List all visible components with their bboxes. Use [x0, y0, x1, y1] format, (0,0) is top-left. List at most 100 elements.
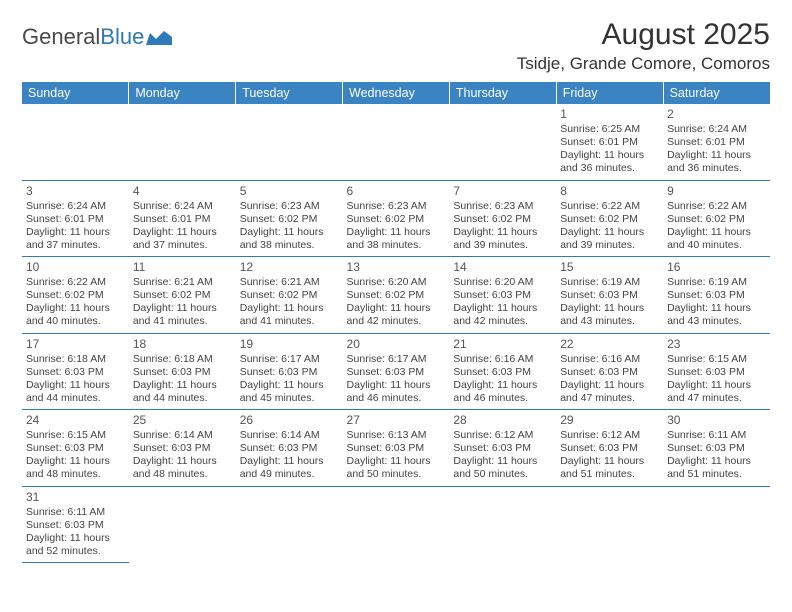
sunset-text: Sunset: 6:03 PM [240, 442, 339, 455]
day-number: 25 [133, 413, 232, 428]
daylight-text: Daylight: 11 hours [26, 379, 125, 392]
day-number: 13 [347, 260, 446, 275]
daylight-text: and 51 minutes. [560, 468, 659, 481]
sunset-text: Sunset: 6:01 PM [560, 136, 659, 149]
day-number: 22 [560, 337, 659, 352]
calendar-row: 31Sunrise: 6:11 AMSunset: 6:03 PMDayligh… [22, 486, 770, 563]
calendar-cell: 18Sunrise: 6:18 AMSunset: 6:03 PMDayligh… [129, 333, 236, 410]
sunrise-text: Sunrise: 6:14 AM [240, 429, 339, 442]
sunset-text: Sunset: 6:03 PM [347, 366, 446, 379]
daylight-text: and 44 minutes. [133, 392, 232, 405]
calendar-cell: 2Sunrise: 6:24 AMSunset: 6:01 PMDaylight… [663, 104, 770, 180]
sunset-text: Sunset: 6:02 PM [347, 289, 446, 302]
sunrise-text: Sunrise: 6:18 AM [133, 353, 232, 366]
daylight-text: and 52 minutes. [26, 545, 125, 558]
sunrise-text: Sunrise: 6:15 AM [667, 353, 766, 366]
daylight-text: and 45 minutes. [240, 392, 339, 405]
sunrise-text: Sunrise: 6:12 AM [453, 429, 552, 442]
daylight-text: and 48 minutes. [133, 468, 232, 481]
day-number: 17 [26, 337, 125, 352]
calendar-row: 17Sunrise: 6:18 AMSunset: 6:03 PMDayligh… [22, 333, 770, 410]
sunrise-text: Sunrise: 6:11 AM [26, 506, 125, 519]
calendar-row: 10Sunrise: 6:22 AMSunset: 6:02 PMDayligh… [22, 257, 770, 334]
calendar-cell: 14Sunrise: 6:20 AMSunset: 6:03 PMDayligh… [449, 257, 556, 334]
daylight-text: Daylight: 11 hours [453, 455, 552, 468]
sunset-text: Sunset: 6:02 PM [667, 213, 766, 226]
day-number: 29 [560, 413, 659, 428]
daylight-text: Daylight: 11 hours [560, 455, 659, 468]
daylight-text: and 40 minutes. [26, 315, 125, 328]
sunrise-text: Sunrise: 6:24 AM [133, 200, 232, 213]
day-number: 2 [667, 107, 766, 122]
daylight-text: and 38 minutes. [347, 239, 446, 252]
daylight-text: Daylight: 11 hours [667, 302, 766, 315]
logo-text-blue: Blue [100, 24, 144, 50]
sunrise-text: Sunrise: 6:11 AM [667, 429, 766, 442]
sunrise-text: Sunrise: 6:14 AM [133, 429, 232, 442]
daylight-text: and 37 minutes. [133, 239, 232, 252]
sunrise-text: Sunrise: 6:22 AM [26, 276, 125, 289]
calendar-cell: 31Sunrise: 6:11 AMSunset: 6:03 PMDayligh… [22, 486, 129, 563]
day-number: 8 [560, 184, 659, 199]
daylight-text: Daylight: 11 hours [667, 379, 766, 392]
day-header: Thursday [449, 82, 556, 104]
daylight-text: Daylight: 11 hours [453, 379, 552, 392]
calendar-cell: 5Sunrise: 6:23 AMSunset: 6:02 PMDaylight… [236, 180, 343, 257]
daylight-text: and 50 minutes. [347, 468, 446, 481]
day-number: 12 [240, 260, 339, 275]
calendar-cell: 16Sunrise: 6:19 AMSunset: 6:03 PMDayligh… [663, 257, 770, 334]
day-number: 27 [347, 413, 446, 428]
sunrise-text: Sunrise: 6:24 AM [26, 200, 125, 213]
sunrise-text: Sunrise: 6:19 AM [667, 276, 766, 289]
day-number: 19 [240, 337, 339, 352]
day-header: Friday [556, 82, 663, 104]
sunrise-text: Sunrise: 6:22 AM [560, 200, 659, 213]
daylight-text: and 39 minutes. [453, 239, 552, 252]
logo-text-gray: General [22, 24, 100, 50]
sunrise-text: Sunrise: 6:23 AM [453, 200, 552, 213]
daylight-text: and 36 minutes. [560, 162, 659, 175]
day-number: 1 [560, 107, 659, 122]
day-header: Monday [129, 82, 236, 104]
sunset-text: Sunset: 6:03 PM [667, 289, 766, 302]
day-number: 28 [453, 413, 552, 428]
calendar-cell: 29Sunrise: 6:12 AMSunset: 6:03 PMDayligh… [556, 410, 663, 487]
day-number: 9 [667, 184, 766, 199]
calendar-cell: 7Sunrise: 6:23 AMSunset: 6:02 PMDaylight… [449, 180, 556, 257]
calendar-cell: 28Sunrise: 6:12 AMSunset: 6:03 PMDayligh… [449, 410, 556, 487]
sunrise-text: Sunrise: 6:16 AM [560, 353, 659, 366]
sunrise-text: Sunrise: 6:20 AM [347, 276, 446, 289]
sunset-text: Sunset: 6:02 PM [347, 213, 446, 226]
sunrise-text: Sunrise: 6:21 AM [133, 276, 232, 289]
day-number: 23 [667, 337, 766, 352]
day-number: 3 [26, 184, 125, 199]
daylight-text: Daylight: 11 hours [347, 226, 446, 239]
sunrise-text: Sunrise: 6:16 AM [453, 353, 552, 366]
daylight-text: and 39 minutes. [560, 239, 659, 252]
calendar-cell: 26Sunrise: 6:14 AMSunset: 6:03 PMDayligh… [236, 410, 343, 487]
day-header-row: SundayMondayTuesdayWednesdayThursdayFrid… [22, 82, 770, 104]
calendar-cell: 24Sunrise: 6:15 AMSunset: 6:03 PMDayligh… [22, 410, 129, 487]
sunset-text: Sunset: 6:01 PM [667, 136, 766, 149]
daylight-text: and 51 minutes. [667, 468, 766, 481]
calendar-row: 24Sunrise: 6:15 AMSunset: 6:03 PMDayligh… [22, 410, 770, 487]
sunrise-text: Sunrise: 6:17 AM [347, 353, 446, 366]
day-number: 24 [26, 413, 125, 428]
daylight-text: Daylight: 11 hours [667, 455, 766, 468]
calendar-cell: 6Sunrise: 6:23 AMSunset: 6:02 PMDaylight… [343, 180, 450, 257]
sunset-text: Sunset: 6:03 PM [667, 366, 766, 379]
day-number: 16 [667, 260, 766, 275]
sunset-text: Sunset: 6:03 PM [240, 366, 339, 379]
daylight-text: Daylight: 11 hours [453, 226, 552, 239]
calendar-cell: 1Sunrise: 6:25 AMSunset: 6:01 PMDaylight… [556, 104, 663, 180]
daylight-text: Daylight: 11 hours [26, 532, 125, 545]
sunset-text: Sunset: 6:03 PM [453, 289, 552, 302]
sunset-text: Sunset: 6:03 PM [560, 289, 659, 302]
daylight-text: and 41 minutes. [133, 315, 232, 328]
day-number: 14 [453, 260, 552, 275]
sunset-text: Sunset: 6:03 PM [26, 519, 125, 532]
calendar-cell: 4Sunrise: 6:24 AMSunset: 6:01 PMDaylight… [129, 180, 236, 257]
calendar-cell: 19Sunrise: 6:17 AMSunset: 6:03 PMDayligh… [236, 333, 343, 410]
daylight-text: Daylight: 11 hours [240, 379, 339, 392]
calendar-cell [556, 486, 663, 563]
